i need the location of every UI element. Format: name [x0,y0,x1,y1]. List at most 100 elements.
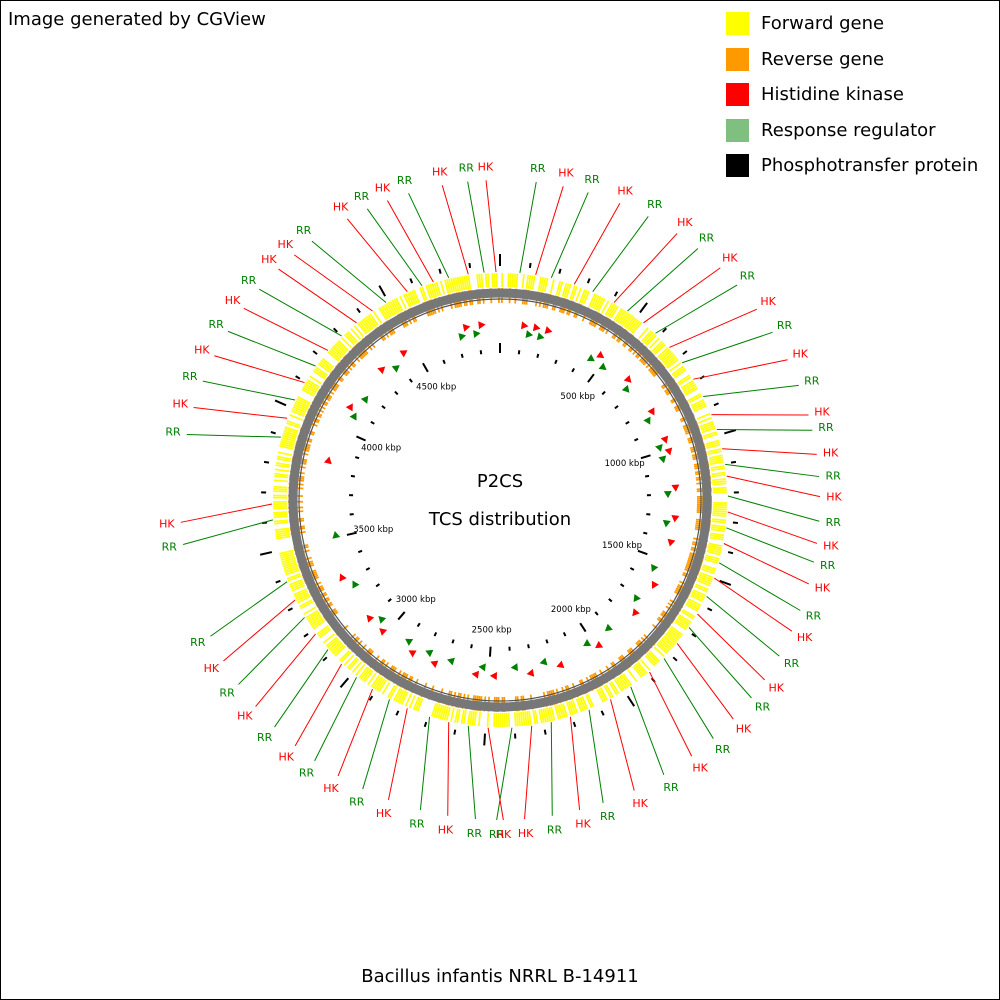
forward-gene-mark [450,707,455,722]
forward-gene-mark [279,445,294,451]
forward-gene-mark [363,670,374,683]
forward-gene-mark [467,710,471,725]
rr-label: RR [190,636,206,649]
forward-gene-mark [304,382,318,392]
rr-label: RR [489,828,505,841]
forward-gene-mark [531,275,536,290]
forward-gene-mark [680,379,694,389]
rr-label: RR [820,559,836,572]
forward-gene-mark [678,376,692,386]
hk-label: HK [792,348,808,361]
minor-kbp-tick [644,474,650,478]
forward-gene-mark [711,471,726,476]
major-kbp-tick [587,373,595,383]
hk-marker [671,484,680,492]
forward-gene-mark [454,277,460,292]
forward-gene-mark [672,367,686,377]
hk-label: HK [768,682,784,695]
forward-gene-mark [577,697,585,712]
rr-callout-line [550,192,589,279]
forward-gene-mark [710,532,725,537]
hk-callout-line [573,203,621,285]
forward-gene-mark [684,387,698,396]
forward-gene-mark [710,528,725,533]
forward-gene-mark [534,709,539,725]
forward-gene-mark [328,349,341,361]
rr-marker [536,332,545,341]
forward-gene-mark [357,322,368,335]
forward-gene-mark [281,436,296,443]
hk-label: HK [692,761,708,774]
hk-marker [651,580,659,589]
rr-marker [655,443,663,452]
rr-marker [510,663,518,672]
forward-gene-mark [558,704,564,719]
outer-minor-tick [333,327,338,333]
rr-label: RR [165,426,181,439]
forward-gene-mark [340,336,352,349]
forward-gene-mark [712,514,727,517]
kbp-tick-ring [346,343,651,657]
rr-marker [583,639,592,647]
forward-gene-mark [641,330,652,342]
forward-gene-mark [330,347,342,359]
forward-gene-mark [314,368,327,378]
forward-gene-mark [283,563,298,570]
hk-callout-line [485,180,497,273]
forward-gene-mark [383,304,393,317]
hk-marker [526,668,535,677]
forward-gene-mark [691,590,706,599]
forward-gene-mark [712,518,727,522]
forward-gene-mark [328,639,341,651]
forward-gene-mark [416,698,424,712]
forward-gene-mark [365,315,376,329]
forward-gene-mark [511,273,514,288]
forward-gene-mark [687,393,702,402]
outer-major-tick [274,399,287,407]
rr-label: RR [804,374,820,387]
outer-minor-tick [613,291,619,297]
hk-callout-line [387,708,408,801]
hk-callout-line [643,267,721,324]
forward-gene-mark [276,457,291,463]
hk-marker [647,407,655,416]
forward-gene-mark [273,513,288,516]
forward-gene-mark [385,302,395,316]
backbone-inner-line [298,298,702,702]
hk-label: HK [575,818,591,831]
forward-gene-mark [623,315,634,328]
rr-callout-line [366,208,423,287]
forward-gene-mark [610,681,620,694]
outer-minor-tick [409,278,414,284]
forward-gene-mark [579,696,587,711]
forward-gene-mark [673,369,687,379]
forward-gene-mark [704,558,719,564]
forward-gene-mark [628,319,639,332]
minor-kbp-tick [479,350,483,355]
forward-gene-mark [660,350,672,361]
forward-gene-mark [509,273,512,288]
forward-gene-mark [274,527,290,532]
forward-gene-mark [460,709,465,724]
forward-gene-mark [569,700,577,715]
forward-gene-mark [300,601,314,610]
forward-gene-mark [677,615,691,626]
forward-gene-mark [310,616,323,626]
rr-marker [349,412,357,421]
hk-label: HK [814,405,830,418]
hk-callout-line [723,543,810,585]
minor-kbp-tick [601,390,606,396]
forward-gene-mark [665,632,678,643]
forward-gene-mark [666,358,679,369]
outer-minor-tick [395,710,400,716]
hk-marker [399,350,408,358]
minor-kbp-tick [451,639,455,644]
rr-marker [621,384,630,393]
forward-gene-mark [462,710,467,725]
forward-gene-mark [380,306,389,320]
forward-gene-mark [487,273,490,288]
outer-minor-tick [275,579,281,584]
forward-gene-mark [571,286,578,300]
forward-gene-mark [446,279,452,294]
hk-label: HK [617,184,633,197]
